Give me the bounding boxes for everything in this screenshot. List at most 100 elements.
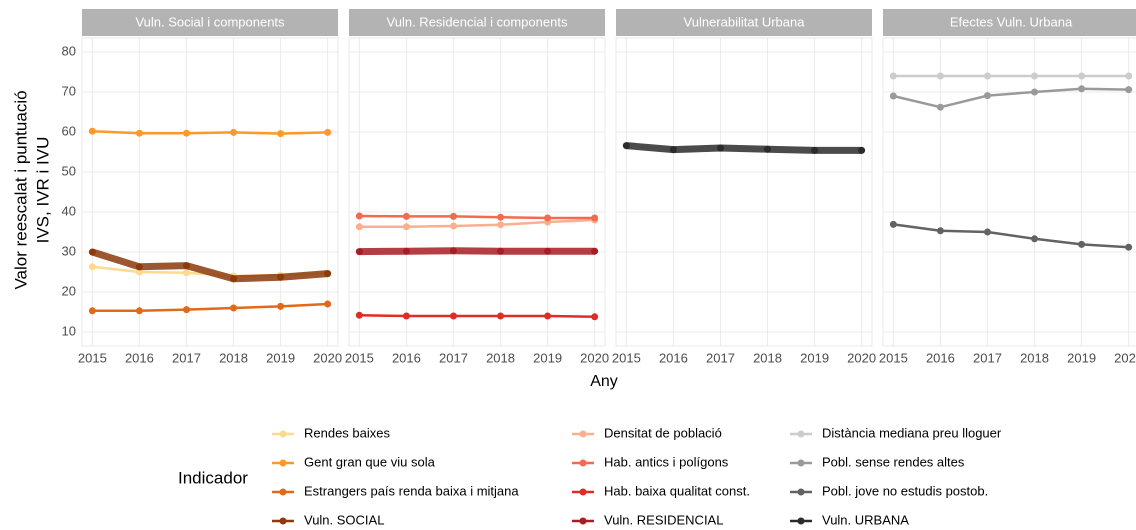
x-tick-label: 2018: [1020, 350, 1049, 365]
data-point: [230, 304, 238, 312]
x-tick-label: 2020: [313, 350, 342, 365]
legend-label: Estrangers país renda baixa i mitjana: [304, 483, 519, 498]
data-point: [716, 144, 724, 152]
legend-label: Vuln. URBANA: [822, 512, 909, 527]
series-line: [359, 313, 595, 319]
legend-key-dot: [579, 517, 587, 525]
data-point: [182, 306, 190, 314]
data-point: [135, 307, 143, 315]
data-point: [544, 312, 552, 320]
x-tick-label: 2017: [973, 350, 1002, 365]
x-tick-label: 2020: [580, 350, 609, 365]
x-tick-label: 2019: [266, 350, 295, 365]
x-tick-label: 2015: [345, 350, 374, 365]
data-point: [889, 92, 897, 100]
x-tick-label: 2016: [926, 350, 955, 365]
legend-label: Gent gran que viu sola: [304, 454, 436, 469]
series-line: [92, 302, 328, 313]
legend-key-dot: [797, 430, 805, 438]
x-tick-label: 2015: [78, 350, 107, 365]
x-tick-label: 2018: [219, 350, 248, 365]
data-point: [622, 142, 630, 150]
x-tick-label: 2019: [533, 350, 562, 365]
panel: [882, 37, 1136, 347]
y-tick-label: 10: [62, 323, 76, 338]
data-point: [1031, 72, 1039, 80]
series-line: [359, 214, 595, 220]
x-tick-label: 2018: [753, 350, 782, 365]
data-point: [402, 223, 410, 231]
data-point: [983, 92, 991, 100]
data-point: [497, 221, 505, 229]
y-axis-label: Valor reescalat i puntuació: [11, 90, 30, 289]
x-tick-label: 2017: [706, 350, 735, 365]
data-point: [936, 227, 944, 235]
x-tick-label: 2016: [659, 350, 688, 365]
data-point: [1031, 235, 1039, 243]
legend-label: Hab. antics i polígons: [604, 454, 729, 469]
data-point: [858, 146, 866, 154]
facet-strip: [616, 9, 872, 36]
data-point: [497, 213, 505, 221]
legend-label: Pobl. sense rendes altes: [822, 454, 965, 469]
data-point: [497, 312, 505, 320]
series-line: [91, 248, 328, 283]
data-point: [135, 263, 143, 271]
data-point: [277, 302, 285, 310]
data-point: [544, 214, 552, 222]
facet-strip: [883, 9, 1136, 36]
legend-title: Indicador: [178, 468, 248, 487]
data-point: [230, 128, 238, 136]
data-point: [355, 311, 363, 319]
y-tick-label: 50: [62, 163, 76, 178]
data-point: [88, 127, 96, 135]
legend-label: Rendes baixes: [304, 425, 390, 440]
data-point: [1078, 72, 1086, 80]
legend-key-dot: [279, 488, 287, 496]
x-tick-label: 2015: [612, 350, 641, 365]
legend-key-dot: [579, 459, 587, 467]
data-point: [1125, 86, 1133, 94]
legend-label: Vuln. SOCIAL: [304, 512, 384, 527]
series-line: [92, 129, 328, 135]
legend-key-dot: [797, 517, 805, 525]
legend-key-dot: [579, 430, 587, 438]
data-point: [1125, 72, 1133, 80]
data-point: [811, 146, 819, 154]
data-point: [449, 212, 457, 220]
data-point: [277, 130, 285, 138]
facet-title: Efectes Vuln. Urbana: [950, 14, 1073, 29]
y-tick-label: 70: [62, 83, 76, 98]
data-point: [983, 228, 991, 236]
legend-label: Distància mediana preu lloguer: [822, 425, 1002, 440]
data-point: [355, 248, 363, 256]
data-point: [88, 307, 96, 315]
data-point: [135, 129, 143, 137]
legend-label: Vuln. RESIDENCIAL: [604, 512, 723, 527]
legend-label: Densitat de població: [604, 425, 722, 440]
y-tick-label: 40: [62, 203, 76, 218]
data-point: [669, 146, 677, 154]
x-tick-label: 2020: [847, 350, 876, 365]
x-tick-label: 2020: [1114, 350, 1136, 365]
data-point: [889, 220, 897, 228]
x-tick-label: 2018: [486, 350, 515, 365]
series-line: [359, 218, 595, 229]
facet-strip: [349, 9, 605, 36]
x-tick-label: 2017: [172, 350, 201, 365]
data-point: [324, 300, 332, 308]
facet-title: Vuln. Social i components: [135, 14, 285, 29]
data-point: [402, 247, 410, 255]
data-point: [936, 72, 944, 80]
y-axis-label: IVS, IVR i IVU: [33, 137, 52, 244]
legend-label: Hab. baixa qualitat const.: [604, 483, 750, 498]
y-tick-label: 80: [62, 43, 76, 58]
data-point: [182, 269, 190, 277]
facet-strip: [82, 9, 338, 36]
legend-label: Pobl. jove no estudis postob.: [822, 483, 988, 498]
facet-title: Vuln. Residencial i components: [387, 14, 568, 29]
data-point: [1125, 243, 1133, 251]
data-point: [402, 312, 410, 320]
data-point: [544, 247, 552, 255]
